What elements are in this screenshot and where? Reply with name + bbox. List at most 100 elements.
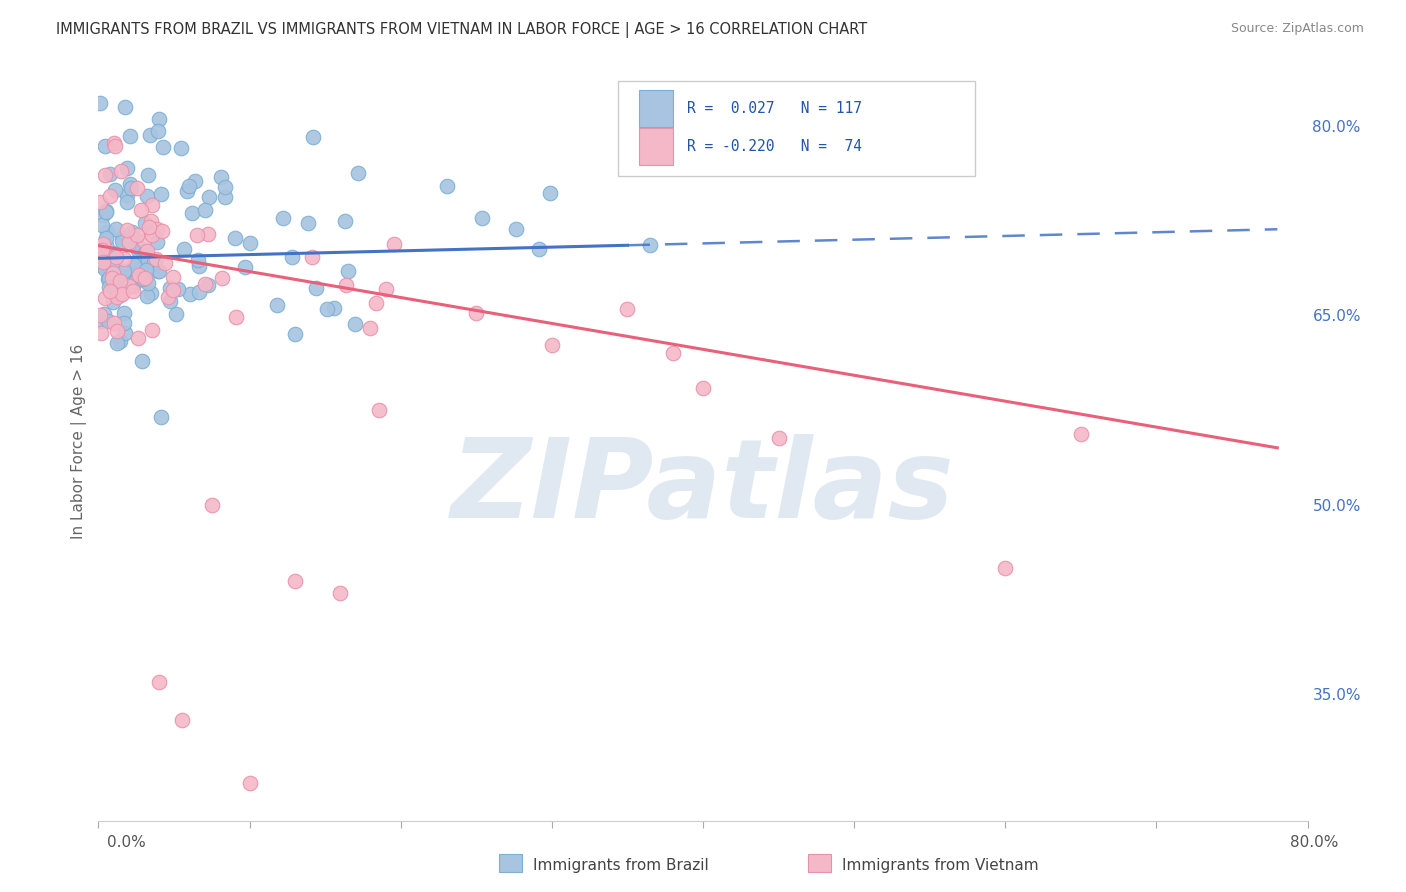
Point [176, 184, 198, 198]
Point [110, 164, 132, 178]
Point [211, 270, 233, 285]
Point [105, 222, 128, 236]
Point [134, 234, 156, 248]
Point [335, 278, 357, 293]
Text: R =  0.027   N = 117: R = 0.027 N = 117 [688, 101, 862, 116]
Point [112, 264, 135, 278]
Point [188, 285, 211, 299]
Point [146, 263, 169, 277]
Point [135, 244, 157, 258]
Point [115, 195, 138, 210]
Point [198, 189, 221, 203]
Text: Immigrants from Brazil: Immigrants from Brazil [533, 858, 709, 872]
Point [225, 310, 247, 324]
Point [97, 272, 120, 286]
Point [120, 181, 142, 195]
Point [505, 222, 527, 236]
Point [89, 194, 111, 209]
Point [122, 258, 145, 272]
Point [162, 283, 184, 297]
Point [1070, 427, 1092, 442]
Point [96, 231, 118, 245]
Point [136, 244, 159, 259]
Point [142, 255, 165, 269]
Point [281, 250, 304, 264]
Point [136, 252, 159, 267]
Point [197, 278, 219, 293]
Point [266, 298, 288, 312]
Point [768, 431, 790, 445]
Point [333, 214, 356, 228]
Point [141, 198, 163, 212]
Point [616, 145, 638, 160]
Point [100, 271, 122, 285]
Point [96, 225, 118, 239]
Point [187, 259, 209, 273]
Point [112, 316, 135, 330]
Point [103, 295, 125, 310]
Point [125, 274, 148, 288]
Point [120, 128, 142, 143]
Point [179, 179, 201, 194]
Point [141, 323, 163, 337]
Point [155, 256, 177, 270]
Point [141, 227, 163, 242]
Point [101, 269, 124, 284]
Point [105, 335, 128, 350]
Point [101, 266, 124, 280]
Point [98, 279, 121, 293]
Point [186, 227, 208, 242]
Point [141, 214, 163, 228]
Point [366, 296, 388, 310]
Point [103, 136, 125, 150]
Point [125, 227, 148, 242]
Point [235, 260, 257, 275]
Point [115, 188, 138, 202]
Point [284, 326, 307, 341]
Point [104, 139, 127, 153]
Point [159, 294, 181, 309]
Point [104, 183, 127, 197]
Point [344, 317, 367, 331]
Point [111, 286, 134, 301]
Point [616, 302, 638, 317]
Point [114, 326, 136, 340]
Point [374, 282, 396, 296]
Point [91, 255, 114, 269]
Point [108, 274, 131, 288]
Point [91, 208, 114, 222]
Point [367, 402, 389, 417]
Point [183, 174, 205, 188]
Point [127, 243, 149, 257]
Point [316, 302, 339, 317]
Point [135, 263, 157, 277]
Point [139, 128, 162, 143]
Point [89, 96, 111, 111]
Point [111, 272, 134, 286]
Point [105, 250, 128, 264]
Point [121, 284, 143, 298]
Point [173, 242, 195, 256]
Point [471, 211, 494, 226]
Point [209, 169, 232, 184]
Point [118, 235, 141, 249]
Point [157, 290, 180, 304]
Point [94, 204, 117, 219]
Point [180, 205, 202, 219]
Point [94, 238, 117, 252]
Point [152, 140, 174, 154]
Point [89, 258, 111, 272]
Y-axis label: In Labor Force | Age > 16: In Labor Force | Age > 16 [72, 344, 87, 539]
Point [138, 220, 160, 235]
Point [135, 289, 157, 303]
Point [359, 321, 381, 335]
Point [150, 224, 173, 238]
Point [193, 277, 215, 291]
Point [127, 240, 149, 254]
Point [179, 286, 201, 301]
Point [322, 301, 344, 315]
Point [305, 281, 328, 295]
Point [111, 231, 134, 245]
Point [661, 345, 683, 359]
Point [101, 246, 124, 260]
